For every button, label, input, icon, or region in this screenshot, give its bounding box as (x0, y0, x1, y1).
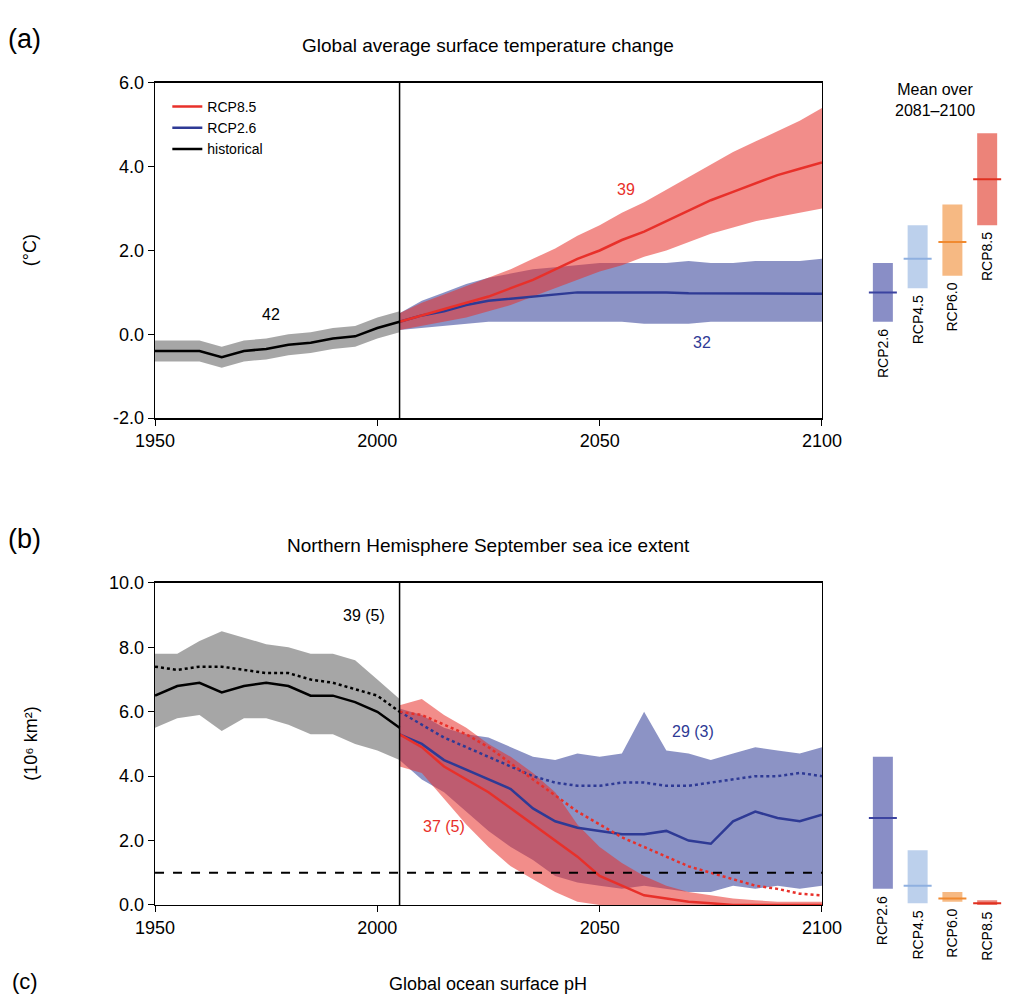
svg-text:RCP6.0: RCP6.0 (944, 282, 960, 331)
svg-text:-2.0: -2.0 (113, 408, 144, 428)
svg-text:RCP2.6: RCP2.6 (874, 896, 890, 945)
svg-text:4.0: 4.0 (119, 157, 144, 177)
svg-text:1950: 1950 (135, 431, 175, 451)
svg-text:(b): (b) (8, 524, 41, 554)
svg-text:1950: 1950 (135, 918, 175, 938)
svg-text:42: 42 (262, 306, 280, 323)
svg-text:RCP8.5: RCP8.5 (207, 99, 256, 115)
svg-text:0.0: 0.0 (119, 325, 144, 345)
svg-text:RCP6.0: RCP6.0 (944, 908, 960, 957)
svg-text:2.0: 2.0 (119, 241, 144, 261)
svg-text:2000: 2000 (357, 918, 397, 938)
svg-text:(c): (c) (12, 969, 38, 994)
svg-text:RCP2.6: RCP2.6 (875, 329, 891, 378)
svg-text:2000: 2000 (357, 431, 397, 451)
svg-text:8.0: 8.0 (119, 638, 144, 658)
svg-text:39: 39 (617, 181, 635, 198)
svg-text:historical: historical (207, 141, 262, 157)
svg-text:RCP2.6: RCP2.6 (207, 120, 256, 136)
svg-text:RCP8.5: RCP8.5 (979, 911, 995, 960)
svg-text:29 (3): 29 (3) (672, 723, 714, 740)
svg-text:(a): (a) (8, 24, 41, 54)
svg-text:Global ocean surface pH: Global ocean surface pH (389, 974, 587, 994)
svg-text:Northern Hemisphere September: Northern Hemisphere September sea ice ex… (287, 535, 690, 556)
svg-text:Global average surface tempera: Global average surface temperature chang… (302, 35, 674, 56)
svg-text:0.0: 0.0 (119, 895, 144, 915)
svg-text:10.0: 10.0 (109, 573, 144, 593)
svg-text:RCP4.5: RCP4.5 (910, 910, 926, 959)
svg-text:39 (5): 39 (5) (343, 607, 385, 624)
svg-text:4.0: 4.0 (119, 766, 144, 786)
svg-text:2100: 2100 (802, 431, 842, 451)
svg-text:RCP4.5: RCP4.5 (910, 295, 926, 344)
svg-text:6.0: 6.0 (119, 702, 144, 722)
svg-text:2050: 2050 (580, 431, 620, 451)
svg-text:(°C): (°C) (20, 234, 40, 266)
svg-text:2050: 2050 (580, 918, 620, 938)
svg-text:2.0: 2.0 (119, 831, 144, 851)
svg-text:(10⁶ km²): (10⁶ km²) (21, 706, 41, 780)
svg-text:Mean over2081–2100: Mean over2081–2100 (895, 81, 975, 119)
svg-text:2100: 2100 (802, 918, 842, 938)
svg-text:RCP8.5: RCP8.5 (979, 232, 995, 281)
svg-text:32: 32 (693, 334, 711, 351)
svg-text:6.0: 6.0 (119, 73, 144, 93)
svg-text:37 (5): 37 (5) (423, 818, 465, 835)
